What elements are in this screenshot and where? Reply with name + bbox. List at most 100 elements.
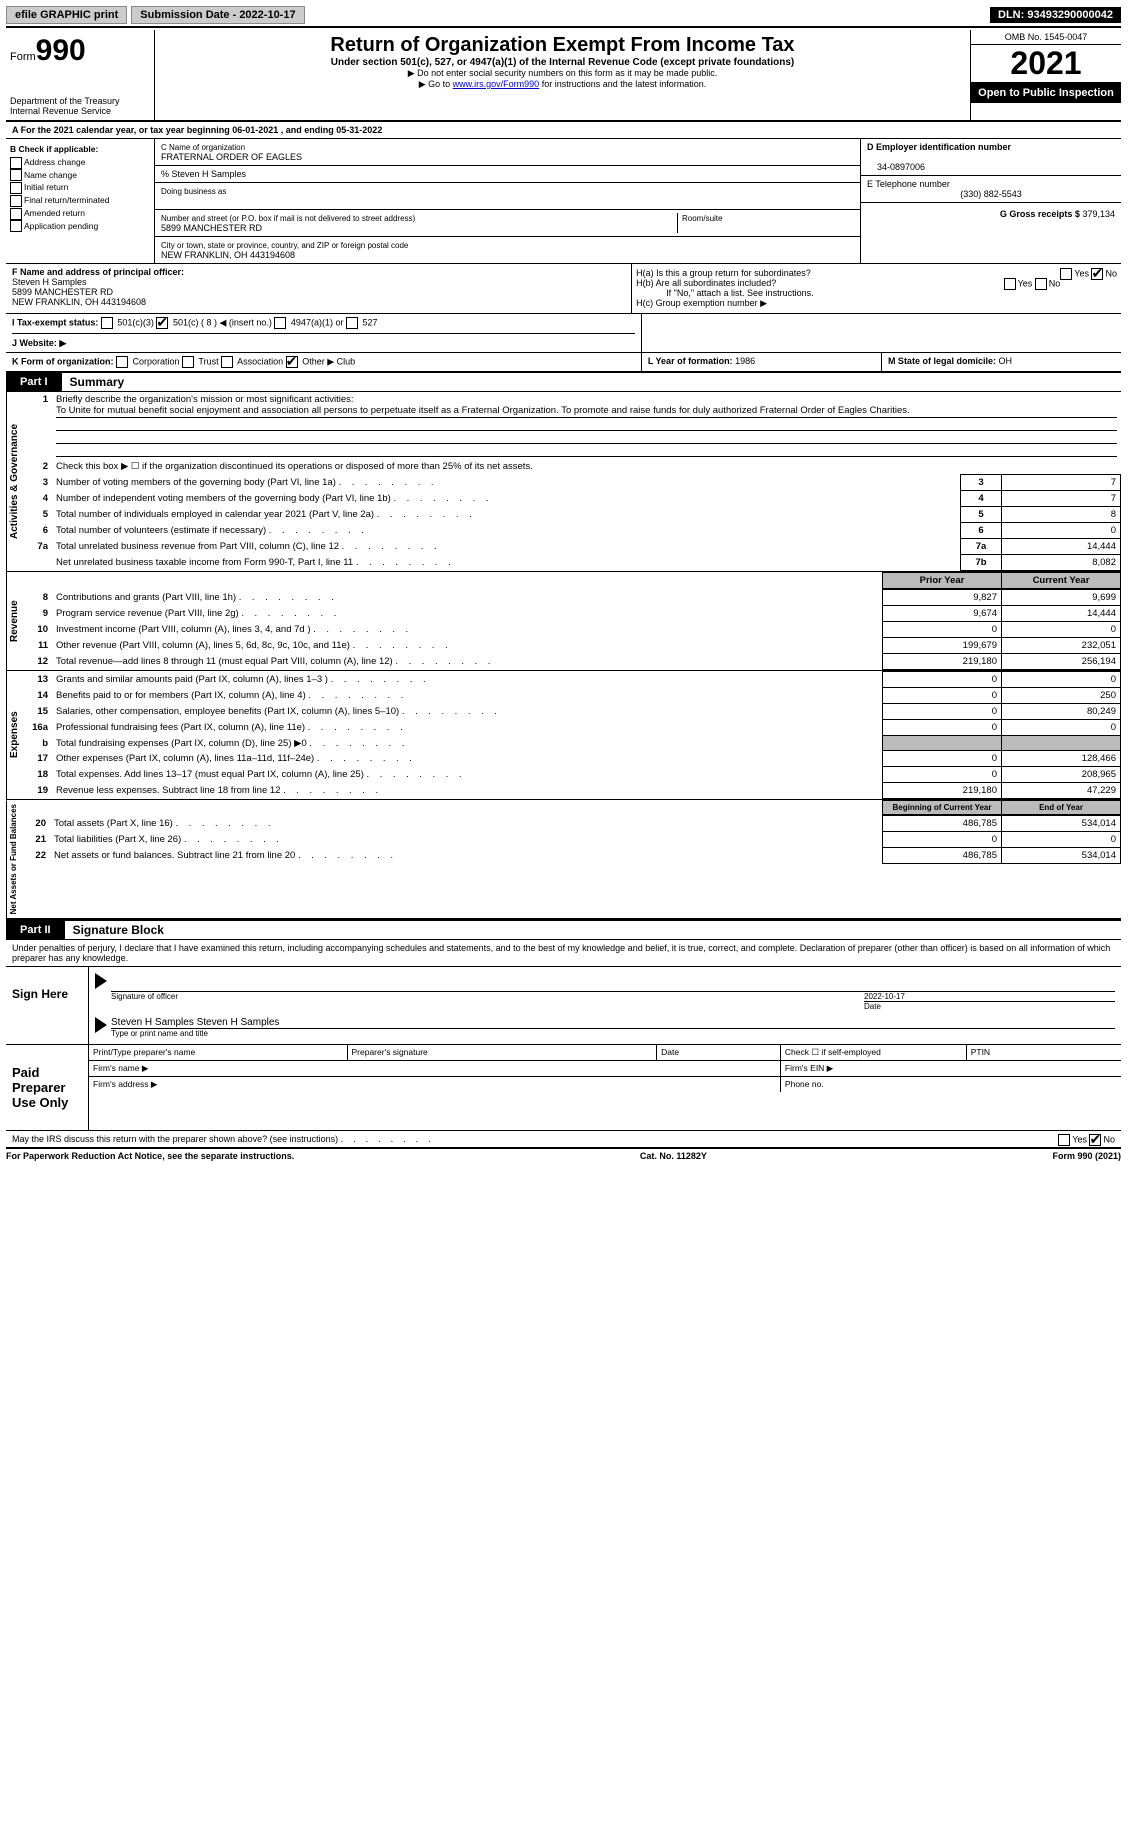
perjury-text: Under penalties of perjury, I declare th…	[6, 940, 1121, 967]
officer-name: Steven H Samples	[12, 277, 87, 287]
footer-right: Form 990 (2021)	[1052, 1151, 1121, 1161]
c-name-label: C Name of organization	[161, 143, 245, 152]
m-value: OH	[998, 356, 1012, 366]
firm-name-label: Firm's name ▶	[89, 1061, 780, 1077]
table-row: 18Total expenses. Add lines 13–17 (must …	[22, 767, 1121, 783]
hc-label: H(c) Group exemption number ▶	[636, 298, 1117, 309]
page-footer: For Paperwork Reduction Act Notice, see …	[6, 1148, 1121, 1161]
line-a: A For the 2021 calendar year, or tax yea…	[6, 122, 1121, 139]
org-name: FRATERNAL ORDER OF EAGLES	[161, 152, 302, 162]
chk-other[interactable]	[286, 356, 298, 368]
chk-address-change[interactable]	[10, 157, 22, 169]
chk-final-return[interactable]	[10, 195, 22, 207]
col-current-year: Current Year	[1002, 573, 1121, 589]
chk-501c3[interactable]	[101, 317, 113, 329]
col-prior-year: Prior Year	[883, 573, 1002, 589]
part1-title: Summary	[62, 375, 125, 389]
topbar: efile GRAPHIC print Submission Date - 20…	[6, 6, 1121, 24]
summary-exp: Expenses 13Grants and similar amounts pa…	[6, 671, 1121, 800]
chk-assoc[interactable]	[221, 356, 233, 368]
chk-ha-yes[interactable]	[1060, 268, 1072, 280]
ha-label: H(a) Is this a group return for subordin…	[636, 268, 811, 278]
l-value: 1986	[735, 356, 755, 366]
table-row: 10Investment income (Part VIII, column (…	[22, 622, 1121, 638]
table-row: 20Total assets (Part X, line 16)486,7855…	[20, 816, 1121, 832]
ein-value: 34-0897006	[867, 162, 925, 172]
summary-rev: Revenue Prior Year Current Year 8Contrib…	[6, 572, 1121, 671]
part1-header: Part I Summary	[6, 372, 1121, 392]
vlabel-na: Net Assets or Fund Balances	[6, 800, 20, 918]
chk-discuss-no[interactable]	[1089, 1134, 1101, 1146]
chk-527[interactable]	[346, 317, 358, 329]
part2-tab: Part II	[6, 921, 65, 939]
irs-link[interactable]: www.irs.gov/Form990	[453, 79, 540, 89]
table-row: 15Salaries, other compensation, employee…	[22, 704, 1121, 720]
col-bcy: Beginning of Current Year	[883, 801, 1002, 815]
section-b-to-g: B Check if applicable: Address change Na…	[6, 139, 1121, 264]
table-row: 16aProfessional fundraising fees (Part I…	[22, 720, 1121, 736]
prep-self-label: Check ☐ if self-employed	[780, 1045, 966, 1061]
chk-name-change[interactable]	[10, 169, 22, 181]
prep-name-label: Print/Type preparer's name	[89, 1045, 347, 1061]
form-subtitle: Under section 501(c), 527, or 4947(a)(1)…	[159, 57, 966, 68]
table-row: bTotal fundraising expenses (Part IX, co…	[22, 736, 1121, 751]
chk-hb-no[interactable]	[1035, 278, 1047, 290]
j-label: J Website: ▶	[12, 338, 66, 348]
gross-receipts: 379,134	[1082, 209, 1115, 219]
sig-date-value: 2022-10-17	[864, 992, 905, 1001]
chk-amended-return[interactable]	[10, 208, 22, 220]
table-row: 21Total liabilities (Part X, line 26)00	[20, 832, 1121, 848]
typed-label: Type or print name and title	[111, 1029, 1115, 1038]
typed-name: Steven H Samples Steven H Samples	[111, 1017, 1115, 1029]
table-row: 6Total number of volunteers (estimate if…	[22, 523, 1121, 539]
g-label: G Gross receipts $	[1000, 209, 1080, 219]
table-row: Net unrelated business taxable income fr…	[22, 555, 1121, 571]
summary-na: Net Assets or Fund Balances Beginning of…	[6, 800, 1121, 920]
table-row: 19Revenue less expenses. Subtract line 1…	[22, 783, 1121, 799]
chk-501c[interactable]	[156, 317, 168, 329]
chk-ha-no[interactable]	[1091, 268, 1103, 280]
table-row: 7aTotal unrelated business revenue from …	[22, 539, 1121, 555]
ptin-label: PTIN	[966, 1045, 1121, 1061]
city-state-zip: NEW FRANKLIN, OH 443194608	[161, 250, 295, 260]
hb-label: H(b) Are all subordinates included?	[636, 278, 776, 288]
section-i-j: I Tax-exempt status: 501(c)(3) 501(c) ( …	[6, 314, 1121, 353]
table-row: 17Other expenses (Part IX, column (A), l…	[22, 751, 1121, 767]
form-header: Form990 Department of the Treasury Inter…	[6, 30, 1121, 122]
city-label: City or town, state or province, country…	[161, 241, 408, 250]
room-label: Room/suite	[682, 214, 722, 223]
chk-initial-return[interactable]	[10, 182, 22, 194]
footer-mid: Cat. No. 11282Y	[640, 1151, 707, 1161]
i-label: I Tax-exempt status:	[12, 317, 98, 327]
q1-label: Briefly describe the organization's miss…	[56, 394, 354, 405]
chk-trust[interactable]	[182, 356, 194, 368]
efile-print-button[interactable]: efile GRAPHIC print	[6, 6, 127, 24]
form-label: Form	[10, 51, 36, 63]
vlabel-rev: Revenue	[6, 572, 22, 670]
table-row: 4Number of independent voting members of…	[22, 491, 1121, 507]
public-inspection: Open to Public Inspection	[971, 83, 1121, 103]
table-row: 11Other revenue (Part VIII, column (A), …	[22, 638, 1121, 654]
addr-label: Number and street (or P.O. box if mail i…	[161, 214, 415, 223]
care-of: % Steven H Samples	[155, 166, 860, 183]
form-title: Return of Organization Exempt From Incom…	[159, 34, 966, 57]
chk-4947[interactable]	[274, 317, 286, 329]
section-k-l-m: K Form of organization: Corporation Trus…	[6, 353, 1121, 372]
firm-addr-label: Firm's address ▶	[89, 1077, 780, 1093]
table-row: 3Number of voting members of the governi…	[22, 475, 1121, 491]
part2-title: Signature Block	[65, 923, 164, 937]
chk-corp[interactable]	[116, 356, 128, 368]
section-f-h: F Name and address of principal officer:…	[6, 264, 1121, 314]
sig-officer-label: Signature of officer	[111, 992, 864, 1011]
submission-date-button[interactable]: Submission Date - 2022-10-17	[131, 6, 304, 24]
form-note1: ▶ Do not enter social security numbers o…	[159, 68, 966, 79]
b-label: B Check if applicable:	[10, 144, 98, 154]
omb-number: OMB No. 1545-0047	[971, 30, 1121, 45]
firm-phone-label: Phone no.	[780, 1077, 1121, 1093]
chk-application-pending[interactable]	[10, 220, 22, 232]
department-label: Department of the Treasury Internal Reve…	[10, 96, 150, 116]
chk-hb-yes[interactable]	[1004, 278, 1016, 290]
dln-label: DLN: 93493290000042	[990, 7, 1121, 23]
paid-preparer-block: Paid Preparer Use Only Print/Type prepar…	[6, 1045, 1121, 1131]
chk-discuss-yes[interactable]	[1058, 1134, 1070, 1146]
